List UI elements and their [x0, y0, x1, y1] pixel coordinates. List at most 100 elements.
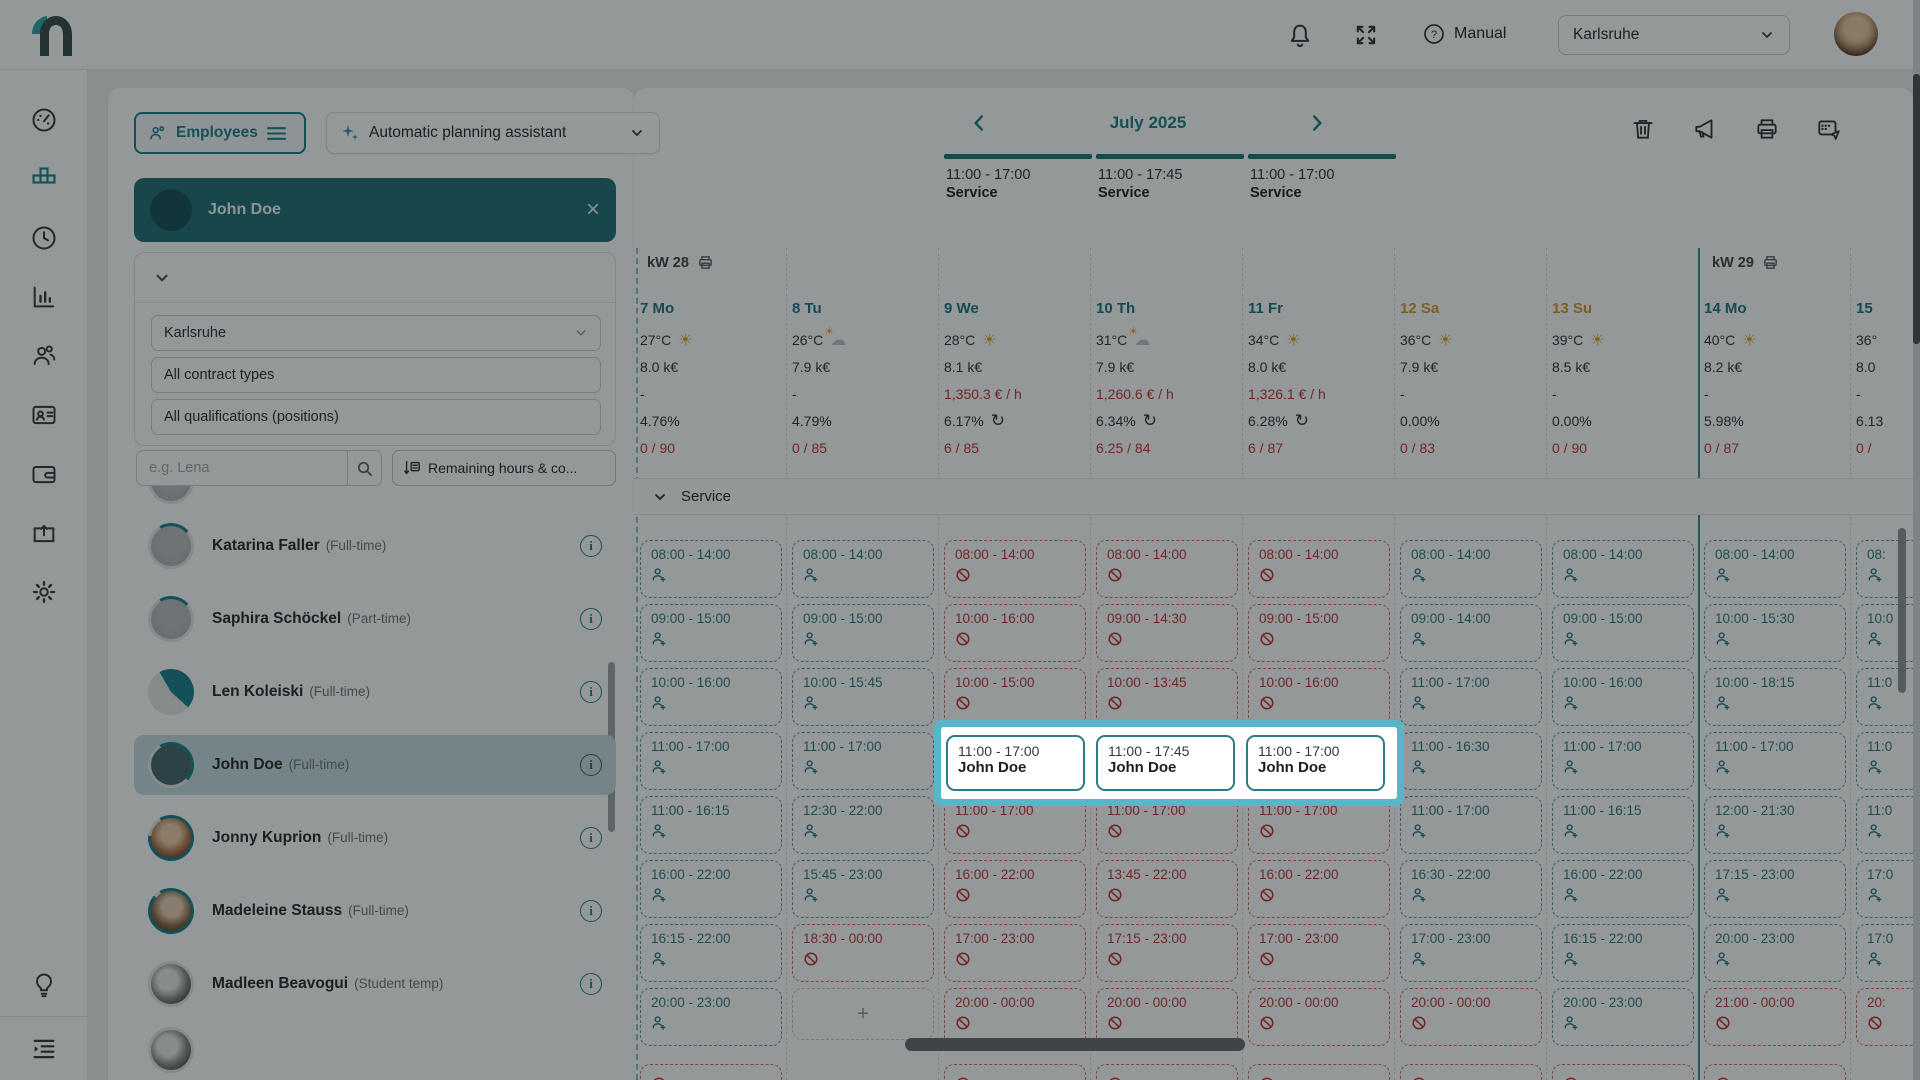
blocked-shift-cell[interactable] — [1096, 1064, 1238, 1080]
open-shift-cell[interactable]: 11:0 — [1856, 796, 1913, 854]
planning-icon[interactable] — [30, 165, 58, 193]
add-shift-button[interactable]: + — [792, 988, 934, 1040]
blocked-shift-cell[interactable] — [1704, 1064, 1846, 1080]
bell-icon[interactable] — [1286, 21, 1314, 49]
employee-row[interactable]: John Doe (Full-time) i — [134, 735, 616, 795]
close-icon[interactable]: × — [585, 196, 600, 223]
menu-icon[interactable] — [30, 1035, 58, 1063]
reports-icon[interactable] — [30, 283, 58, 311]
day-label[interactable]: 13 Su — [1552, 300, 1593, 317]
blocked-shift-cell[interactable]: 20: — [1856, 988, 1913, 1046]
open-shift-cell[interactable]: 16:00 - 22:00 — [640, 860, 782, 918]
location-select[interactable]: Karlsruhe — [1558, 15, 1790, 55]
employee-row[interactable]: Len Koleiski (Full-time) i — [134, 662, 616, 722]
print-icon[interactable] — [1754, 116, 1780, 142]
open-shift-cell[interactable]: 20:00 - 23:00 — [1704, 924, 1846, 982]
open-shift-cell[interactable]: 10:00 - 15:30 — [1704, 604, 1846, 662]
open-shift-cell[interactable]: 11:00 - 17:00 — [1400, 668, 1542, 726]
sort-button[interactable]: Remaining hours & co... — [392, 450, 616, 486]
service-section-header[interactable]: Service — [634, 478, 1913, 515]
open-shift-cell[interactable]: 16:30 - 22:00 — [1400, 860, 1542, 918]
blocked-shift-cell[interactable]: 16:00 - 22:00 — [944, 860, 1086, 918]
announce-icon[interactable] — [1692, 116, 1718, 142]
open-shift-cell[interactable]: 09:00 - 15:00 — [640, 604, 782, 662]
open-shift-cell[interactable]: 16:15 - 22:00 — [640, 924, 782, 982]
blocked-shift-cell[interactable]: 08:00 - 14:00 — [944, 540, 1086, 598]
day-label[interactable]: 14 Mo — [1704, 300, 1747, 317]
info-icon[interactable]: i — [580, 973, 602, 995]
next-month-icon[interactable] — [1306, 112, 1328, 134]
open-shift-cell[interactable]: 08: — [1856, 540, 1913, 598]
blocked-shift-cell[interactable]: 10:00 - 16:00 — [944, 604, 1086, 662]
info-icon[interactable]: i — [580, 608, 602, 630]
employee-row[interactable]: Jonny Kuprion (Full-time) i — [134, 808, 616, 868]
open-shift-cell[interactable]: 09:00 - 15:00 — [1552, 604, 1694, 662]
open-shift-cell[interactable]: 20:00 - 23:00 — [1552, 988, 1694, 1046]
open-shift-cell[interactable]: 17:0 — [1856, 924, 1913, 982]
refresh-icon[interactable]: ↻ — [990, 410, 1005, 430]
open-shift-cell[interactable]: 08:00 - 14:00 — [1704, 540, 1846, 598]
day-label[interactable]: 11 Fr — [1248, 300, 1284, 317]
open-shift-cell[interactable]: 08:00 - 14:00 — [792, 540, 934, 598]
open-shift-cell[interactable]: 11:00 - 17:00 — [1704, 732, 1846, 790]
publish-schedule-icon[interactable] — [1816, 116, 1842, 142]
pinned-shift-card[interactable]: 11:00 - 17:00 Service — [944, 154, 1092, 228]
blocked-shift-cell[interactable] — [944, 1064, 1086, 1080]
open-shift-cell[interactable]: 20:00 - 23:00 — [640, 988, 782, 1046]
day-label[interactable]: 8 Tu — [792, 300, 822, 317]
blocked-shift-cell[interactable] — [640, 1064, 782, 1080]
open-shift-cell[interactable]: 10:00 - 15:45 — [792, 668, 934, 726]
open-shift-cell[interactable]: 10:00 - 16:00 — [1552, 668, 1694, 726]
pinned-shift-card[interactable]: 11:00 - 17:45 Service — [1096, 154, 1244, 228]
open-shift-cell[interactable]: 11:0 — [1856, 732, 1913, 790]
open-shift-cell[interactable]: 16:00 - 22:00 — [1552, 860, 1694, 918]
info-icon[interactable]: i — [580, 754, 602, 776]
open-shift-cell[interactable]: 10:0 — [1856, 604, 1913, 662]
employees-icon[interactable] — [30, 342, 58, 370]
horizontal-scrollbar[interactable] — [905, 1038, 1245, 1051]
prev-month-icon[interactable] — [968, 112, 990, 134]
open-shift-cell[interactable]: 11:00 - 16:15 — [640, 796, 782, 854]
collapse-filters-button[interactable] — [135, 253, 615, 303]
open-shift-cell[interactable]: 08:00 - 14:00 — [1552, 540, 1694, 598]
lightbulb-icon[interactable] — [30, 971, 58, 999]
blocked-shift-cell[interactable]: 17:15 - 23:00 — [1096, 924, 1238, 982]
wallet-icon[interactable] — [30, 460, 58, 488]
badge-icon[interactable] — [30, 401, 58, 429]
blocked-shift-cell[interactable]: 16:00 - 22:00 — [1248, 860, 1390, 918]
employee-row[interactable]: Madleen Beavogui (Student temp) i — [134, 954, 616, 1014]
blocked-shift-cell[interactable]: 18:30 - 00:00 — [792, 924, 934, 982]
info-icon[interactable]: i — [580, 681, 602, 703]
info-icon[interactable]: i — [580, 535, 602, 557]
open-shift-cell[interactable]: 08:00 - 14:00 — [1400, 540, 1542, 598]
manual-button[interactable]: ? Manual — [1422, 22, 1506, 46]
fullscreen-icon[interactable] — [1352, 21, 1380, 49]
assigned-shift-card[interactable]: 11:00 - 17:00 John Doe — [1246, 735, 1385, 791]
assigned-shift-card[interactable]: 11:00 - 17:45 John Doe — [1096, 735, 1235, 791]
open-shift-cell[interactable]: 17:15 - 23:00 — [1704, 860, 1846, 918]
day-label[interactable]: 7 Mo — [640, 300, 675, 317]
settings-icon[interactable] — [30, 578, 58, 606]
pinned-shift-card[interactable]: 11:00 - 17:00 Service — [1248, 154, 1396, 228]
blocked-shift-cell[interactable]: 17:00 - 23:00 — [944, 924, 1086, 982]
open-shift-cell[interactable]: 17:0 — [1856, 860, 1913, 918]
time-tracking-icon[interactable] — [30, 224, 58, 252]
refresh-icon[interactable]: ↻ — [1294, 410, 1309, 430]
blocked-shift-cell[interactable] — [1400, 1064, 1542, 1080]
qualifications-filter[interactable]: All qualifications (positions) — [151, 399, 601, 435]
app-logo[interactable] — [26, 12, 82, 60]
search-input[interactable] — [136, 450, 348, 486]
employees-button[interactable]: Employees — [134, 112, 306, 154]
open-shift-cell[interactable]: 08:00 - 14:00 — [640, 540, 782, 598]
export-icon[interactable] — [30, 519, 58, 547]
blocked-shift-cell[interactable] — [1248, 1064, 1390, 1080]
day-label[interactable]: 12 Sa — [1400, 300, 1440, 317]
blocked-shift-cell[interactable]: 08:00 - 14:00 — [1096, 540, 1238, 598]
assigned-shift-card[interactable]: 11:00 - 17:00 John Doe — [946, 735, 1085, 791]
blocked-shift-cell[interactable]: 09:00 - 14:30 — [1096, 604, 1238, 662]
dashboard-icon[interactable] — [30, 106, 58, 134]
blocked-shift-cell[interactable]: 20:00 - 00:00 — [1400, 988, 1542, 1046]
employee-row[interactable]: Saphira Schöckel (Part-time) i — [134, 589, 616, 649]
open-shift-cell[interactable]: 09:00 - 14:00 — [1400, 604, 1542, 662]
open-shift-cell[interactable]: 11:0 — [1856, 668, 1913, 726]
